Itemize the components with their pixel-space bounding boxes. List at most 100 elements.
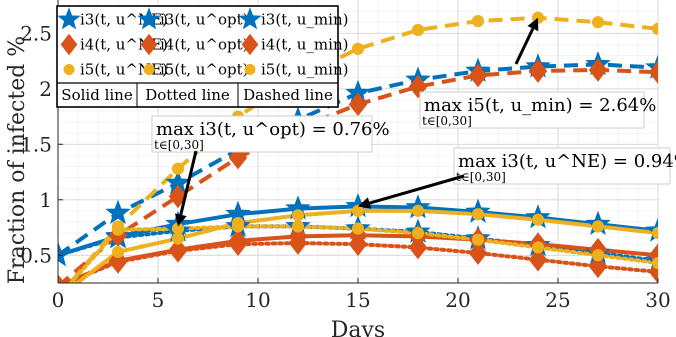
annotation-subscript: t∈[0,30] (456, 170, 506, 184)
annotation-subscript: t∈[0,30] (154, 138, 204, 152)
x-tick-label: 0 (52, 288, 65, 312)
tick-labels: 0 5 10 15 20 25 30 0.5 1 1.5 2 2.5 (20, 21, 671, 312)
data-point-i4-dotted (288, 231, 308, 255)
annotation-text: max i3(t, u^opt) = 0.76% (156, 119, 390, 140)
annotation-1: max i3(t, u^opt) = 0.76%t∈[0,30] (151, 115, 390, 227)
data-point-i5-dotted (231, 220, 245, 233)
y-tick-label: 1.5 (20, 132, 52, 156)
annotation-arrow-line (514, 27, 535, 65)
annotation-box (453, 147, 671, 185)
legend-marker-i5 (143, 63, 155, 76)
legend-entry-label: i4(t, u^opt) (160, 36, 249, 54)
x-tick-label: 15 (345, 288, 370, 312)
x-tick-label: 10 (245, 288, 270, 312)
data-point-i5-dashed (651, 22, 658, 35)
series-markers (58, 11, 658, 283)
y-axis-label: Fraction of infected % (5, 36, 30, 284)
data-point-i5-dashed (351, 42, 365, 55)
data-point-i5-dashed (171, 162, 185, 175)
legend-footer-label: Dashed line (243, 86, 333, 104)
data-point-i5-dashed (471, 15, 485, 28)
data-point-i5-dashed (111, 220, 125, 233)
annotations: max i5(t, u_min) = 2.64%t∈[0,30]max i3(t… (151, 17, 676, 227)
data-point-i4-dashed (228, 145, 248, 170)
data-point-i4-dashed (348, 92, 368, 117)
data-point-i5-dotted (591, 249, 605, 262)
annotation-0: max i5(t, u_min) = 2.64%t∈[0,30] (419, 17, 656, 129)
x-axis-label: Days (331, 318, 385, 337)
data-point-i5-solid (111, 245, 125, 259)
legend-marker-i5 (63, 63, 75, 76)
data-point-i4-dotted (228, 232, 248, 256)
data-point-i3-dashed (105, 199, 131, 224)
legend-marker-i4 (60, 33, 78, 56)
data-point-i4-dotted (408, 235, 428, 260)
legend-marker-i3 (238, 7, 262, 30)
data-point-i5-dotted (351, 222, 365, 235)
data-point-i4-dotted (108, 250, 128, 274)
legend-entry-label: i4(t, u_min) (261, 36, 348, 54)
x-tick-label: 25 (545, 288, 570, 312)
legend-entry-label: i5(t, u^opt) (160, 61, 249, 79)
data-point-i5-dotted (291, 220, 305, 233)
data-point-i5-dotted (651, 256, 658, 270)
annotation-arrowhead (527, 17, 539, 32)
data-point-i5-solid (591, 220, 605, 233)
x-tick-label: 5 (152, 288, 165, 312)
data-point-i4-dashed (168, 184, 188, 209)
data-point-i4-dashed (648, 60, 658, 84)
data-point-i3-dashed (58, 241, 71, 267)
data-point-i5-solid (471, 208, 485, 221)
annotation-text: max i5(t, u_min) = 2.64% (424, 95, 656, 116)
x-tick-label: 30 (645, 288, 670, 312)
data-point-i5-dotted (531, 241, 545, 254)
legend-footer-label: Dotted line (145, 86, 230, 104)
annotation-2: max i3(t, u^NE) = 0.94%t∈[0,30] (358, 147, 676, 209)
legend-marker-i4 (140, 33, 158, 56)
annotation-box (419, 91, 645, 129)
annotation-arrowhead (358, 197, 372, 209)
legend-entry-label: i3(t, u^opt) (160, 11, 249, 29)
data-point-i4-dotted (528, 247, 548, 272)
annotation-subscript: t∈[0,30] (422, 114, 472, 128)
data-point-i5-dashed (591, 16, 605, 29)
legend-entry-label: i5(t, u^NE) (80, 61, 168, 79)
data-point-i4-dashed (468, 63, 488, 88)
legend-entry-label: i3(t, u_min) (261, 11, 348, 29)
legend-footer-label: Solid line (61, 86, 133, 104)
data-point-i5-solid (351, 204, 365, 217)
data-point-i5-dotted (411, 226, 425, 240)
plot-area (58, 11, 658, 283)
annotation-arrow-line (369, 174, 465, 205)
y-tick-label: 2 (39, 77, 52, 101)
data-point-i5-dashed (411, 23, 425, 37)
x-tick-label: 20 (445, 288, 470, 312)
legend-marker-i4 (241, 33, 259, 56)
y-tick-label: 2.5 (20, 21, 52, 45)
data-point-i4-dashed (528, 59, 548, 83)
data-point-i5-solid (651, 226, 658, 240)
data-point-i4-dashed (588, 58, 608, 82)
legend-entry-label: i5(t, u_min) (261, 61, 348, 79)
annotation-text: max i3(t, u^NE) = 0.94% (458, 151, 676, 172)
annotation-arrow-line (179, 150, 198, 216)
y-tick-label: 0.5 (20, 243, 52, 267)
data-point-i5-solid (171, 232, 185, 245)
legend-marker-i3 (57, 7, 81, 30)
data-point-i5-solid (411, 204, 425, 217)
series-line-i5-dashed (67, 15, 658, 283)
data-point-i4-dotted (588, 254, 608, 279)
data-point-i5-dotted (471, 233, 485, 246)
data-point-i4-dotted (348, 232, 368, 256)
data-point-i4-dotted (468, 241, 488, 265)
legend-marker-i3 (137, 7, 161, 30)
y-tick-label: 1 (39, 188, 52, 212)
data-point-i5-solid (291, 209, 305, 222)
legend-marker-i5 (244, 63, 256, 76)
legend-box (56, 5, 339, 108)
annotation-box (151, 115, 373, 153)
data-point-i4-dotted (168, 239, 188, 263)
legend: i3(t, u^NE)i3(t, u^opt) i3(t, u_min)i4(t,… (56, 5, 348, 108)
annotation-arrowhead (174, 213, 187, 227)
